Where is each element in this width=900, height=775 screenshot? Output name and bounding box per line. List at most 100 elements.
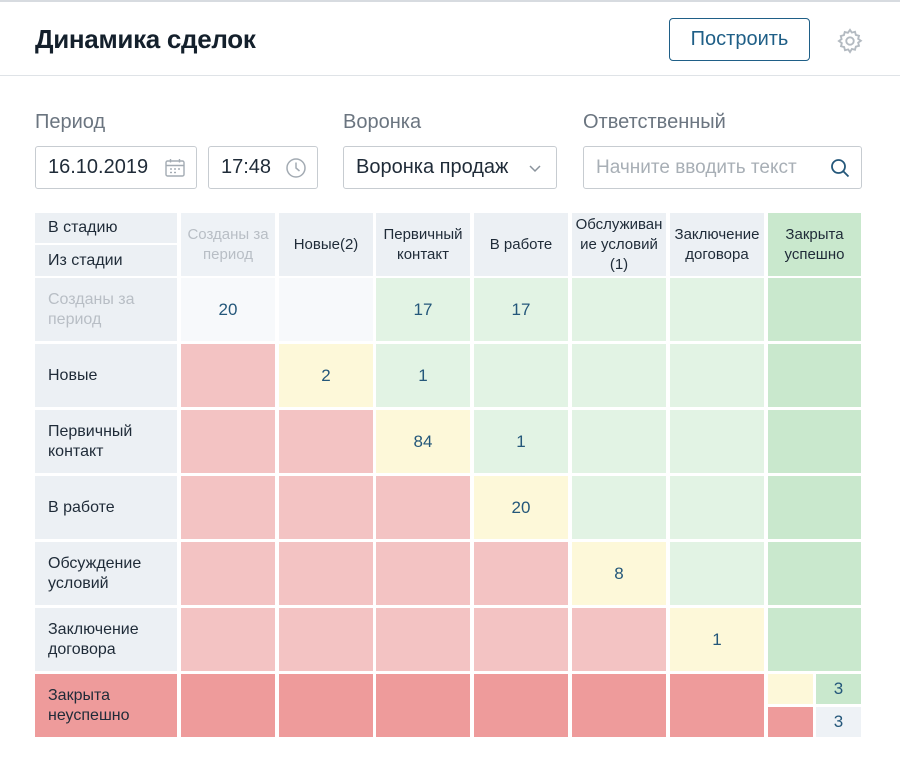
responsible-input[interactable]: [596, 156, 826, 179]
column-header-label: Закрыта успешно: [784, 225, 845, 263]
cell-value: 1: [418, 365, 428, 385]
responsible-field[interactable]: [583, 146, 862, 189]
matrix-cell[interactable]: [768, 410, 861, 473]
cell-value: 20: [511, 497, 531, 517]
calendar-icon[interactable]: [164, 157, 186, 179]
corner-from-stage-label: Из стадии: [48, 251, 123, 269]
matrix-cell[interactable]: [181, 542, 275, 605]
matrix-cell[interactable]: [376, 608, 470, 671]
column-header-label: Обслуживан ие условий (1): [575, 215, 663, 273]
matrix-cell[interactable]: [768, 542, 861, 605]
matrix-cell[interactable]: 1: [376, 344, 470, 407]
matrix-cell[interactable]: [474, 674, 568, 737]
column-header-label: Заключение договора: [674, 225, 760, 263]
matrix-cell[interactable]: 3: [816, 707, 861, 737]
matrix-cell[interactable]: [279, 674, 373, 737]
cell-value: 17: [413, 299, 433, 319]
matrix-cell[interactable]: [181, 608, 275, 671]
matrix-cell[interactable]: [768, 278, 861, 341]
matrix-cell[interactable]: [181, 410, 275, 473]
time-value: 17:48: [221, 156, 272, 178]
cell-value: 17: [511, 299, 531, 319]
matrix-cell[interactable]: 20: [181, 278, 275, 341]
row-header-label: В работе: [48, 498, 115, 516]
column-header-label: Новые(2): [293, 235, 359, 253]
matrix-cell[interactable]: [572, 410, 666, 473]
cell-value: 20: [218, 299, 238, 319]
matrix-cell[interactable]: [572, 344, 666, 407]
matrix-cell[interactable]: [670, 674, 764, 737]
date-field[interactable]: 16.10.2019: [35, 146, 197, 189]
matrix-cell[interactable]: [670, 542, 764, 605]
period-label: Период: [35, 111, 106, 133]
matrix-cell[interactable]: 17: [474, 278, 568, 341]
matrix-cell[interactable]: 17: [376, 278, 470, 341]
matrix-cell[interactable]: [670, 278, 764, 341]
matrix-cell[interactable]: [279, 410, 373, 473]
matrix-cell[interactable]: [670, 410, 764, 473]
matrix-cell[interactable]: [768, 476, 861, 539]
matrix-cell[interactable]: [572, 608, 666, 671]
matrix-cell[interactable]: [768, 344, 861, 407]
corner-from-stage: Из стадии: [35, 245, 177, 276]
matrix-cell[interactable]: [768, 707, 813, 737]
matrix-cell[interactable]: [376, 542, 470, 605]
matrix-cell[interactable]: [670, 344, 764, 407]
build-button[interactable]: Построить: [669, 18, 810, 61]
matrix-cell[interactable]: [474, 344, 568, 407]
matrix-cell[interactable]: [768, 674, 813, 704]
matrix-cell[interactable]: [572, 278, 666, 341]
matrix-cell[interactable]: [181, 674, 275, 737]
matrix-cell[interactable]: 84: [376, 410, 470, 473]
matrix-cell[interactable]: [376, 476, 470, 539]
cell-value: 8: [614, 563, 624, 583]
row-header-label: Закрыта неуспешно: [48, 686, 130, 724]
row-header: Первичный контакт: [35, 410, 177, 473]
matrix-cell[interactable]: 2: [279, 344, 373, 407]
time-field[interactable]: 17:48: [208, 146, 318, 189]
matrix-cell[interactable]: [279, 542, 373, 605]
matrix-cell[interactable]: [279, 608, 373, 671]
column-header-label: Созданы за период: [187, 225, 269, 263]
matrix-cell[interactable]: 20: [474, 476, 568, 539]
gear-icon[interactable]: [836, 27, 864, 55]
row-header: Обсуждение условий: [35, 542, 177, 605]
matrix-cell[interactable]: 8: [572, 542, 666, 605]
report-header: Динамика сделок Построить: [0, 2, 900, 76]
responsible-label: Ответственный: [583, 111, 726, 133]
funnel-select[interactable]: Воронка продаж: [343, 146, 557, 189]
matrix-cell[interactable]: [376, 674, 470, 737]
row-header-label: Обсуждение условий: [48, 554, 142, 592]
matrix-cell[interactable]: [474, 608, 568, 671]
matrix-cell[interactable]: 3: [816, 674, 861, 704]
matrix-cell[interactable]: 1: [670, 608, 764, 671]
date-value: 16.10.2019: [48, 156, 149, 178]
column-header: Обслуживан ие условий (1): [572, 213, 666, 276]
matrix-cell[interactable]: 1: [474, 410, 568, 473]
matrix-cell[interactable]: [181, 344, 275, 407]
row-header-label: Созданы за период: [48, 290, 135, 328]
matrix-cell[interactable]: [474, 542, 568, 605]
cell-value: 1: [712, 629, 722, 649]
cell-value: 2: [321, 365, 331, 385]
corner-to-stage: В стадию: [35, 213, 177, 243]
search-icon[interactable]: [829, 157, 851, 179]
row-header: В работе: [35, 476, 177, 539]
matrix-cell[interactable]: [279, 278, 373, 341]
matrix-cell[interactable]: [279, 476, 373, 539]
cell-value: 84: [413, 431, 433, 451]
row-header: Новые: [35, 344, 177, 407]
matrix-cell[interactable]: [181, 476, 275, 539]
cell-value: 1: [516, 431, 526, 451]
row-header: Созданы за период: [35, 278, 177, 341]
row-header-label: Заключение договора: [48, 620, 139, 658]
matrix-cell[interactable]: [768, 608, 861, 671]
clock-icon[interactable]: [285, 157, 307, 179]
row-header: Закрыта неуспешно: [35, 674, 177, 737]
corner-to-stage-label: В стадию: [48, 219, 118, 236]
matrix-cell[interactable]: [670, 476, 764, 539]
matrix-cell[interactable]: [572, 674, 666, 737]
matrix-cell[interactable]: [572, 476, 666, 539]
page-title: Динамика сделок: [35, 24, 256, 54]
cell-value: 3: [833, 679, 844, 698]
